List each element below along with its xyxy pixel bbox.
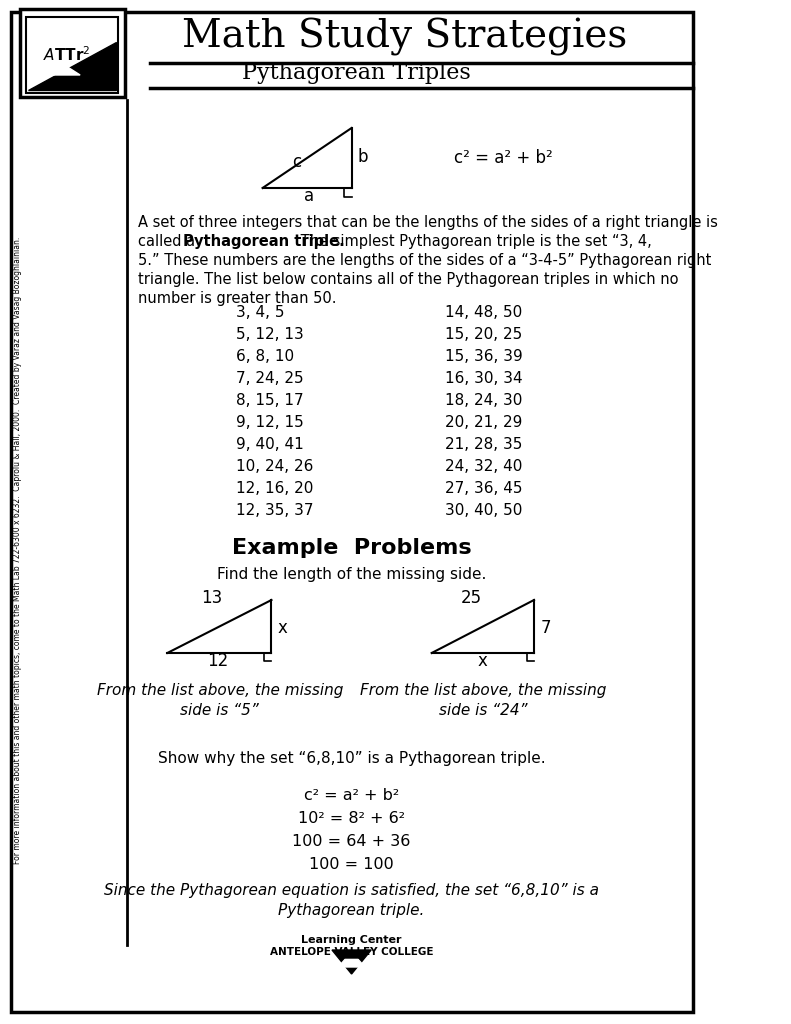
Text: number is greater than 50.: number is greater than 50.: [138, 291, 336, 306]
Text: 27, 36, 45: 27, 36, 45: [445, 481, 523, 496]
Text: x: x: [278, 618, 288, 637]
Polygon shape: [339, 952, 365, 967]
Text: Pythagorean triple.: Pythagorean triple.: [184, 234, 345, 249]
Text: ANTELOPE VALLEY COLLEGE: ANTELOPE VALLEY COLLEGE: [270, 947, 433, 957]
Text: side is “5”: side is “5”: [180, 703, 259, 718]
Text: 5.” These numbers are the lengths of the sides of a “3-4-5” Pythagorean right: 5.” These numbers are the lengths of the…: [138, 253, 711, 268]
Text: 24, 32, 40: 24, 32, 40: [445, 459, 522, 474]
Text: b: b: [358, 148, 369, 166]
Text: A set of three integers that can be the lengths of the sides of a right triangle: A set of three integers that can be the …: [138, 215, 717, 230]
Text: 7, 24, 25: 7, 24, 25: [236, 371, 304, 386]
Text: triangle. The list below contains all of the Pythagorean triples in which no: triangle. The list below contains all of…: [138, 272, 679, 287]
Text: The simplest Pythagorean triple is the set “3, 4,: The simplest Pythagorean triple is the s…: [297, 234, 652, 249]
Text: 10² = 8² + 6²: 10² = 8² + 6²: [298, 811, 405, 826]
Text: 8, 15, 17: 8, 15, 17: [236, 393, 304, 408]
Text: 6, 8, 10: 6, 8, 10: [236, 349, 294, 364]
Bar: [26, 17, 119, 93]
Text: 18, 24, 30: 18, 24, 30: [445, 393, 522, 408]
Text: 12, 35, 37: 12, 35, 37: [236, 503, 313, 518]
Text: Example  Problems: Example Problems: [232, 538, 471, 558]
Text: For more information about this and other math topics, come to the Math Lab 722-: For more information about this and othe…: [13, 237, 22, 863]
Polygon shape: [28, 42, 115, 90]
Text: 15, 36, 39: 15, 36, 39: [445, 349, 523, 364]
Text: 21, 28, 35: 21, 28, 35: [445, 437, 522, 452]
Text: 3, 4, 5: 3, 4, 5: [236, 305, 284, 319]
Text: 14, 48, 50: 14, 48, 50: [445, 305, 522, 319]
Text: 15, 20, 25: 15, 20, 25: [445, 327, 522, 342]
Polygon shape: [332, 950, 371, 974]
Text: side is “24”: side is “24”: [439, 703, 528, 718]
Text: 12: 12: [207, 652, 229, 670]
Text: 16, 30, 34: 16, 30, 34: [445, 371, 523, 386]
Text: Pythagorean Triples: Pythagorean Triples: [241, 62, 471, 84]
Text: 10, 24, 26: 10, 24, 26: [236, 459, 313, 474]
Text: x: x: [478, 652, 487, 670]
Text: called a: called a: [138, 234, 199, 249]
Bar: [20, 9, 125, 97]
Polygon shape: [28, 42, 80, 75]
Text: $A$TTr$^2$: $A$TTr$^2$: [43, 46, 90, 65]
Text: 12, 16, 20: 12, 16, 20: [236, 481, 313, 496]
Text: 13: 13: [201, 589, 222, 607]
Text: Show why the set “6,8,10” is a Pythagorean triple.: Show why the set “6,8,10” is a Pythagore…: [157, 751, 545, 766]
Text: a: a: [304, 187, 314, 205]
Text: 9, 12, 15: 9, 12, 15: [236, 415, 304, 430]
Text: c² = a² + b²: c² = a² + b²: [304, 788, 399, 803]
Text: 100 = 64 + 36: 100 = 64 + 36: [293, 834, 411, 849]
Text: 25: 25: [461, 589, 483, 607]
Text: 5, 12, 13: 5, 12, 13: [236, 327, 304, 342]
Text: Since the Pythagorean equation is satisfied, the set “6,8,10” is a: Since the Pythagorean equation is satisf…: [104, 883, 599, 897]
Text: Learning Center: Learning Center: [301, 935, 402, 945]
Text: Find the length of the missing side.: Find the length of the missing side.: [217, 567, 486, 583]
Polygon shape: [344, 950, 358, 958]
Text: 100 = 100: 100 = 100: [309, 857, 394, 872]
Text: 20, 21, 29: 20, 21, 29: [445, 415, 522, 430]
Text: 30, 40, 50: 30, 40, 50: [445, 503, 522, 518]
Text: c² = a² + b²: c² = a² + b²: [453, 150, 552, 167]
Text: From the list above, the missing: From the list above, the missing: [360, 683, 607, 698]
Text: 9, 40, 41: 9, 40, 41: [236, 437, 304, 452]
Text: Pythagorean triple.: Pythagorean triple.: [278, 902, 425, 918]
Text: c: c: [292, 153, 301, 171]
Text: From the list above, the missing: From the list above, the missing: [97, 683, 343, 698]
Text: Math Study Strategies: Math Study Strategies: [183, 18, 627, 56]
Text: 7: 7: [540, 618, 551, 637]
